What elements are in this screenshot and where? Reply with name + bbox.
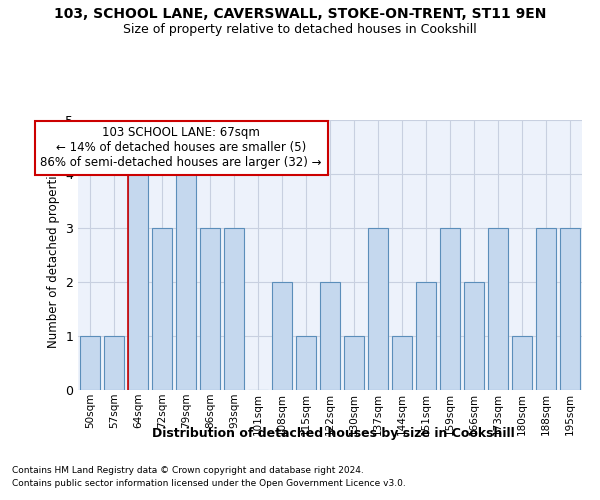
Y-axis label: Number of detached properties: Number of detached properties bbox=[47, 162, 59, 348]
Bar bbox=[272, 282, 292, 390]
Bar bbox=[200, 228, 220, 390]
Bar bbox=[488, 228, 508, 390]
Bar bbox=[128, 174, 148, 390]
Bar bbox=[512, 336, 532, 390]
Bar bbox=[296, 336, 316, 390]
Bar bbox=[152, 228, 172, 390]
Text: Distribution of detached houses by size in Cookshill: Distribution of detached houses by size … bbox=[152, 428, 514, 440]
Bar bbox=[392, 336, 412, 390]
Bar bbox=[416, 282, 436, 390]
Bar bbox=[536, 228, 556, 390]
Bar bbox=[368, 228, 388, 390]
Text: 103, SCHOOL LANE, CAVERSWALL, STOKE-ON-TRENT, ST11 9EN: 103, SCHOOL LANE, CAVERSWALL, STOKE-ON-T… bbox=[54, 8, 546, 22]
Text: Size of property relative to detached houses in Cookshill: Size of property relative to detached ho… bbox=[123, 22, 477, 36]
Text: 103 SCHOOL LANE: 67sqm
← 14% of detached houses are smaller (5)
86% of semi-deta: 103 SCHOOL LANE: 67sqm ← 14% of detached… bbox=[40, 126, 322, 170]
Bar bbox=[344, 336, 364, 390]
Bar bbox=[224, 228, 244, 390]
Bar bbox=[440, 228, 460, 390]
Bar bbox=[560, 228, 580, 390]
Bar bbox=[104, 336, 124, 390]
Text: Contains public sector information licensed under the Open Government Licence v3: Contains public sector information licen… bbox=[12, 478, 406, 488]
Bar bbox=[464, 282, 484, 390]
Bar bbox=[80, 336, 100, 390]
Bar bbox=[176, 174, 196, 390]
Text: Contains HM Land Registry data © Crown copyright and database right 2024.: Contains HM Land Registry data © Crown c… bbox=[12, 466, 364, 475]
Bar bbox=[320, 282, 340, 390]
